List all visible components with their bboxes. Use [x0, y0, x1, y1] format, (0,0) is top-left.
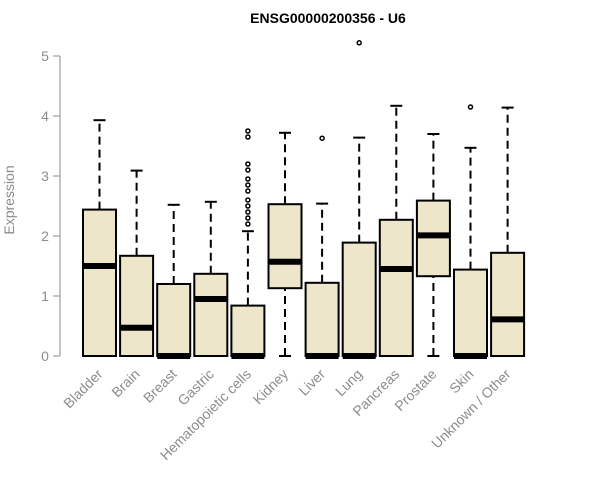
x-tick-label: Brain [108, 366, 142, 400]
x-tick-label: Liver [295, 366, 328, 399]
x-tick-label: Lung [332, 366, 365, 399]
box-prostate [415, 133, 451, 357]
outlier-point [245, 161, 251, 167]
box-rect [304, 281, 340, 357]
outlier-point [319, 135, 325, 141]
box-unknown-other [490, 106, 526, 357]
x-tick-label: Kidney [250, 366, 292, 408]
x-tick-label: Prostate [391, 366, 439, 414]
outlier-point [245, 215, 251, 221]
box-skin [453, 104, 488, 359]
box-rect [156, 283, 192, 357]
box-brain [119, 169, 155, 357]
box-rect [378, 218, 414, 357]
y-tick-label: 1 [41, 288, 49, 304]
y-tick-label: 2 [41, 228, 49, 244]
outlier-point [245, 182, 251, 188]
chart-title: ENSG00000200356 - U6 [250, 10, 406, 26]
outlier-point [245, 167, 251, 173]
box-hematopoietic-cells [230, 128, 266, 359]
box-bladder [82, 119, 117, 357]
outlier-point [356, 40, 362, 46]
box-breast [156, 203, 192, 359]
outlier-point [245, 134, 251, 140]
y-tick-label: 4 [41, 108, 49, 124]
outlier-point [245, 176, 251, 182]
x-tick-label: Skin [446, 366, 477, 397]
box-rect [415, 199, 451, 278]
box-rect [119, 254, 155, 357]
outlier-point [245, 209, 251, 215]
box-rect [193, 272, 229, 357]
y-tick-label: 3 [41, 168, 49, 184]
box-rect [230, 304, 266, 358]
box-gastric [193, 200, 229, 357]
box-rect [341, 241, 377, 358]
boxes-group [82, 40, 526, 359]
x-tick-label: Bladder [60, 366, 106, 412]
x-tick-label: Breast [140, 366, 180, 406]
outlier-point [245, 128, 251, 134]
box-rect [82, 208, 117, 357]
box-liver [304, 135, 340, 359]
box-rect [453, 268, 488, 358]
y-tick-label: 0 [41, 348, 49, 364]
box-rect [267, 203, 303, 290]
box-kidney [267, 131, 303, 357]
y-axis-label: Expression [1, 165, 17, 234]
outlier-point [245, 188, 251, 194]
outlier-point [467, 104, 474, 110]
outlier-point [245, 197, 251, 203]
box-pancreas [378, 104, 414, 357]
box-lung [341, 40, 377, 359]
y-axis: 0 1 2 3 4 5 [41, 48, 61, 364]
box-rect [490, 251, 526, 357]
outlier-point [245, 221, 251, 227]
outlier-point [245, 203, 251, 209]
y-tick-label: 5 [41, 48, 49, 64]
